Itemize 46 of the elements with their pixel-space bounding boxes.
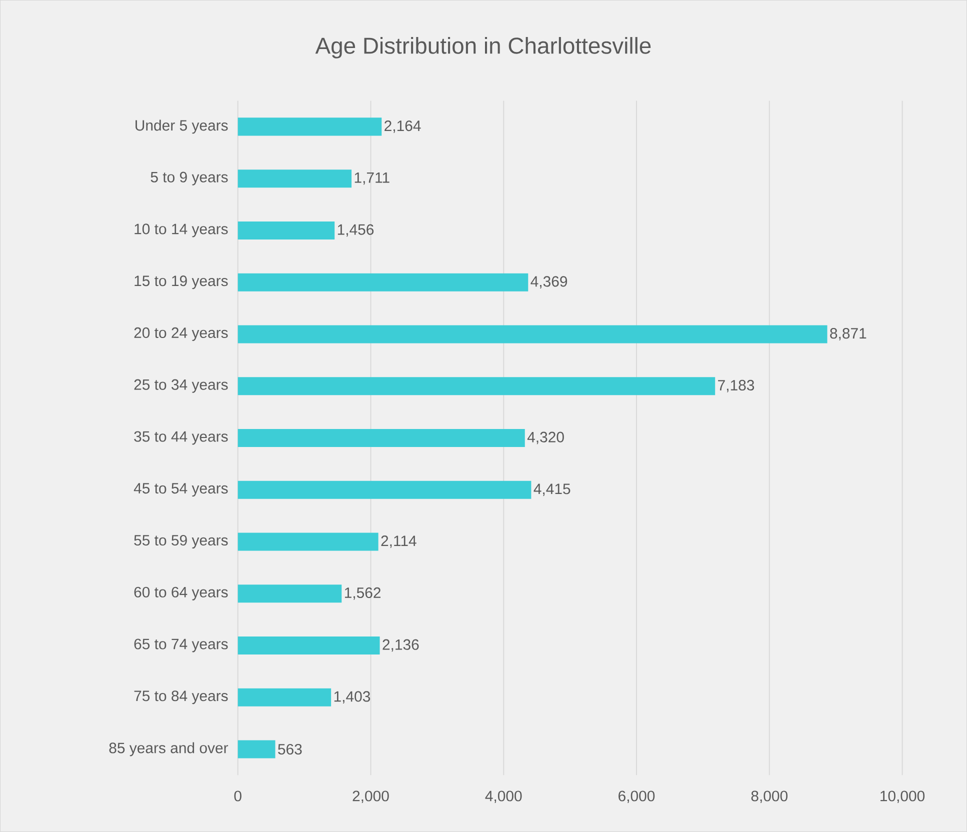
data-label: 4,415 xyxy=(534,484,570,496)
data-label: 1,403 xyxy=(334,691,370,704)
y-tick-label: 25 to 34 years xyxy=(134,379,228,393)
bar xyxy=(238,118,382,136)
y-tick-label: 20 to 24 years xyxy=(134,327,228,342)
bar xyxy=(238,532,378,551)
x-tick-label: 2,000 xyxy=(352,790,389,804)
y-tick-label: 65 to 74 years xyxy=(134,638,228,652)
data-label: 4,369 xyxy=(530,276,568,289)
x-tick-label: 8,000 xyxy=(751,790,788,804)
y-tick-label: 55 to 59 years xyxy=(134,534,228,549)
data-label: 4,320 xyxy=(527,432,564,444)
data-label: 2,136 xyxy=(382,639,419,652)
bar xyxy=(238,325,828,344)
y-tick-label: 15 to 19 years xyxy=(134,276,228,290)
y-tick-label: 75 to 84 years xyxy=(134,690,228,704)
bar xyxy=(238,636,380,655)
bar xyxy=(238,273,528,292)
y-tick-label: 85 years and over xyxy=(109,742,228,756)
data-label: 2,114 xyxy=(381,536,416,548)
data-label: 7,183 xyxy=(718,380,754,392)
x-tick-label: 0 xyxy=(234,790,242,802)
data-label: 1,562 xyxy=(344,587,380,600)
x-tick-label: 10,000 xyxy=(880,790,925,804)
y-tick-label: Under 5 years xyxy=(136,120,228,134)
bar xyxy=(238,221,335,240)
y-tick-label: 10 to 14 years xyxy=(134,224,228,238)
y-tick-label: 35 to 44 years xyxy=(134,431,228,445)
data-label: 8,871 xyxy=(830,328,866,340)
chart-title: Age Distribution in Charlottesville xyxy=(315,37,651,58)
bar xyxy=(238,429,525,448)
data-label: 563 xyxy=(278,744,302,755)
y-tick-label: 45 to 54 years xyxy=(134,483,228,497)
y-tick-label: 5 to 9 years xyxy=(150,172,228,186)
bar xyxy=(238,377,716,396)
y-tick-label: 60 to 64 years xyxy=(134,586,228,600)
x-tick-label: 6,000 xyxy=(618,790,655,804)
data-label: 1,456 xyxy=(338,224,374,237)
x-tick-label: 4,000 xyxy=(485,790,522,804)
bar xyxy=(238,688,332,706)
data-label: 1,711 xyxy=(354,172,390,185)
bar xyxy=(238,584,342,603)
data-label: 2,164 xyxy=(384,120,421,133)
bar xyxy=(238,740,276,758)
bar xyxy=(238,170,352,188)
bar xyxy=(238,480,532,499)
